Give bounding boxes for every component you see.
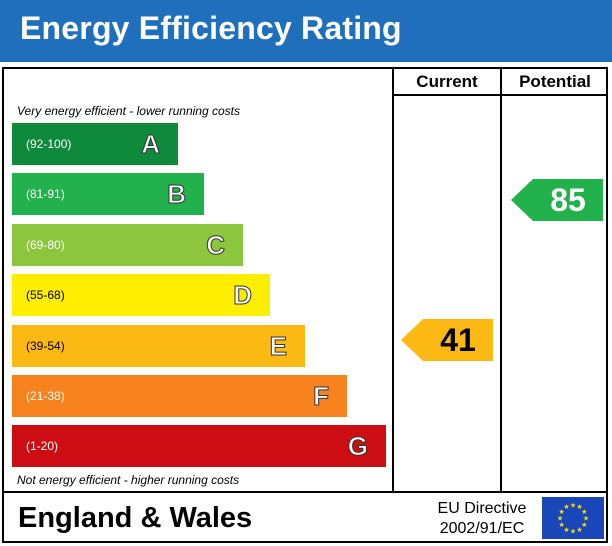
band-range-label: (69-80)	[26, 238, 65, 252]
potential-column-header: Potential	[519, 72, 591, 91]
column-header-divider	[392, 94, 608, 96]
band-f: (21-38) F	[12, 375, 347, 417]
band-range-label: (39-54)	[26, 339, 65, 353]
page-title: Energy Efficiency Rating	[20, 10, 402, 46]
header-bar: Energy Efficiency Rating	[0, 0, 612, 62]
current-rating-arrow: 41	[401, 319, 493, 361]
directive-line-1: EU Directive	[437, 500, 527, 517]
bottom-caption: Not energy efficient - higher running co…	[17, 473, 240, 487]
band-range-label: (21-38)	[26, 389, 65, 403]
band-letter: D	[233, 280, 253, 311]
top-caption: Very energy efficient - lower running co…	[17, 104, 240, 118]
eu-star: ★	[557, 515, 563, 523]
band-range-label: (81-91)	[26, 187, 65, 201]
eu-star: ★	[559, 521, 565, 529]
column-divider-potential	[500, 67, 502, 493]
region-label: England & Wales	[18, 502, 253, 534]
eu-star: ★	[563, 526, 569, 534]
potential-rating-value: 85	[550, 182, 586, 218]
eu-star: ★	[576, 526, 582, 534]
eu-flag-icon: ★ ★ ★ ★ ★ ★ ★ ★ ★ ★ ★ ★	[542, 497, 604, 539]
current-column-header: Current	[416, 72, 478, 91]
band-b: (81-91) B	[12, 173, 204, 215]
footer-divider	[2, 491, 608, 493]
current-rating-value: 41	[440, 322, 476, 358]
band-d: (55-68) D	[12, 274, 270, 316]
chart-frame	[2, 67, 608, 543]
band-c: (69-80) C	[12, 224, 243, 266]
current-arrow-shape	[401, 319, 493, 361]
band-letter: E	[269, 331, 287, 362]
band-letter: C	[206, 230, 226, 261]
eu-star: ★	[570, 528, 576, 536]
potential-rating-arrow: 85	[511, 179, 603, 221]
band-range-label: (92-100)	[26, 137, 72, 151]
band-letter: G	[347, 431, 368, 462]
eu-star: ★	[583, 515, 589, 523]
band-letter: B	[167, 179, 187, 210]
directive-line-2: 2002/91/EC	[439, 520, 525, 537]
band-e: (39-54) E	[12, 325, 305, 367]
band-letter: F	[313, 381, 330, 412]
eu-star: ★	[581, 521, 587, 529]
eu-star: ★	[581, 508, 587, 516]
band-range-label: (55-68)	[26, 288, 65, 302]
band-range-label: (1-20)	[26, 439, 59, 453]
band-g: (1-20) G	[12, 425, 386, 467]
eu-stars: ★★★★★★★★★ ★ ★★	[557, 502, 589, 536]
eu-star: ★	[570, 502, 576, 510]
potential-arrow-shape	[511, 179, 603, 221]
column-divider-current	[392, 67, 394, 493]
eu-star: ★	[559, 508, 565, 516]
eu-star: ★	[576, 503, 582, 511]
band-letter: A	[141, 129, 161, 160]
band-a: (92-100) A	[12, 123, 178, 165]
eu-star: ★	[563, 503, 569, 511]
